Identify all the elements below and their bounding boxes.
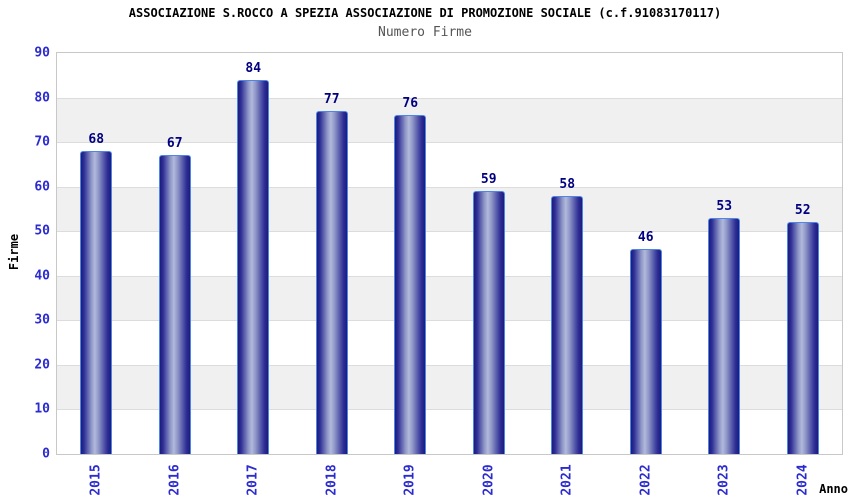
y-tick-label: 40 [34,268,50,284]
bar-2015 [80,151,113,454]
x-tick-label: 2020 [481,464,497,496]
x-tick-label: 2023 [716,464,732,496]
bar-value-label: 53 [716,198,733,214]
gridline [57,275,842,277]
y-tick-label: 10 [34,401,50,417]
bar-2023 [708,217,741,454]
x-tick-label: 2024 [795,464,811,496]
gridline [57,320,842,322]
y-tick-label: 70 [34,134,50,150]
x-tick-label: 2019 [402,464,418,496]
plot-area: 68 67 84 77 76 59 58 46 53 52 [56,52,843,455]
bar-value-label: 77 [323,91,340,107]
bar-value-label: 46 [637,230,654,246]
y-tick-label: 30 [34,312,50,328]
bar-2020 [472,191,505,454]
bar-value-label: 52 [794,203,811,219]
chart-subtitle: Numero Firme [378,25,472,40]
y-tick-label: 60 [34,179,50,195]
x-tick-label: 2018 [324,464,340,496]
bar-2022 [629,249,662,454]
plot-band [57,97,842,143]
bar-2017 [237,79,270,454]
bar-value-label: 67 [166,136,183,152]
bar-value-label: 84 [245,60,262,76]
y-tick-label: 20 [34,357,50,373]
gridline [57,142,842,144]
gridline [57,97,842,99]
bar-2019 [394,115,427,454]
y-tick-label: 90 [34,45,50,61]
y-axis-title: Firme [7,233,21,271]
x-tick-label: 2017 [245,464,261,496]
bar-value-label: 58 [559,176,576,192]
x-tick-label: 2016 [167,464,183,496]
x-tick-label: 2021 [559,464,575,496]
bar-2018 [315,110,348,454]
x-axis-title: Anno [819,482,848,496]
y-tick-label: 80 [34,90,50,106]
bar-value-label: 68 [88,132,105,148]
bar-value-label: 76 [402,96,419,112]
x-tick-label: 2022 [638,464,654,496]
bar-2021 [551,195,584,454]
bar-2024 [786,222,819,454]
x-tick-label: 2015 [88,464,104,496]
gridline [57,409,842,411]
y-tick-label: 0 [42,446,50,462]
bar-value-label: 59 [480,172,497,188]
gridline [57,186,842,188]
chart-title: ASSOCIAZIONE S.ROCCO A SPEZIA ASSOCIAZIO… [128,6,722,20]
gridline [57,364,842,366]
plot-band [57,53,842,98]
gridline [57,231,842,233]
bar-2016 [158,155,191,454]
